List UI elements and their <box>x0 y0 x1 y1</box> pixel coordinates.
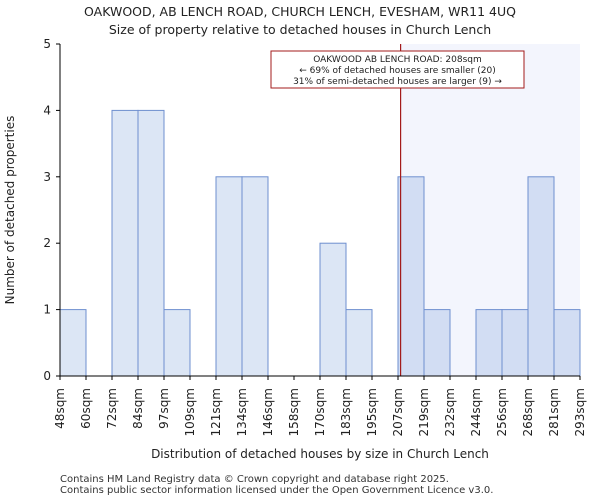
y-tick-label: 3 <box>43 170 51 184</box>
bar-72sqm <box>111 109 139 377</box>
x-tick-label: 84sqm <box>131 388 145 429</box>
x-tick-label: 244sqm <box>469 388 483 436</box>
axes-group: 0 1 2 3 4 5 48sqm 60sqm 72sqm 84sqm 97sqm 109sqm 121… <box>43 37 587 436</box>
x-tick-label: 207sqm <box>391 388 405 436</box>
x-tick-label: 183sqm <box>339 388 353 436</box>
chart-subtitle: Size of property relative to detached ho… <box>108 22 492 37</box>
annotation-line-2: ← 69% of detached houses are smaller (20… <box>299 66 496 76</box>
bar-84sqm <box>137 109 165 377</box>
x-tick-label: 60sqm <box>79 388 93 429</box>
bar-183sqm <box>345 309 373 377</box>
bar-219sqm <box>423 309 451 377</box>
y-axis-label: Number of detached properties <box>3 116 17 305</box>
annotation-line-1: OAKWOOD AB LENCH ROAD: 208sqm <box>313 55 482 65</box>
bar-48sqm <box>59 309 87 377</box>
y-tick-label: 4 <box>43 103 51 117</box>
x-tick-label: 146sqm <box>261 388 275 436</box>
y-tick-label: 5 <box>43 37 51 51</box>
x-tick-label: 232sqm <box>443 388 457 436</box>
y-tick-label: 1 <box>43 303 51 317</box>
bar-256sqm <box>501 309 529 377</box>
x-tick-label: 134sqm <box>235 388 249 436</box>
x-tick-label: 195sqm <box>365 388 379 436</box>
x-tick-label: 158sqm <box>287 388 301 436</box>
bar-134sqm <box>241 176 269 377</box>
footer-copyright: Contains HM Land Registry data © Crown c… <box>60 474 449 485</box>
x-tick-label: 97sqm <box>157 388 171 429</box>
y-tick-label: 0 <box>43 369 51 383</box>
x-axis-label: Distribution of detached houses by size … <box>151 447 489 461</box>
bars-group <box>59 109 581 377</box>
bar-207sqm <box>397 176 425 377</box>
x-tick-label: 256sqm <box>495 388 509 436</box>
x-tick-label: 121sqm <box>209 388 223 436</box>
x-tick-label: 293sqm <box>573 388 587 436</box>
bar-281sqm <box>553 309 581 377</box>
histogram-chart: 0 1 2 3 4 5 48sqm 60sqm 72sqm 84sqm 97sqm 109sqm 121… <box>3 37 587 461</box>
annotation-line-3: 31% of semi-detached houses are larger (… <box>293 77 502 87</box>
bar-170sqm <box>319 242 347 377</box>
x-tick-label: 72sqm <box>105 388 119 429</box>
x-tick-label: 109sqm <box>183 388 197 436</box>
x-tick-label: 281sqm <box>547 388 561 436</box>
x-tick-label: 48sqm <box>53 388 67 429</box>
x-tick-label: 219sqm <box>417 388 431 436</box>
bar-268sqm <box>527 176 555 377</box>
annotation-frame <box>270 50 525 89</box>
chart-title-address: OAKWOOD, AB LENCH ROAD, CHURCH LENCH, EV… <box>84 4 516 19</box>
bar-244sqm <box>475 309 503 377</box>
x-tick-label: 170sqm <box>313 388 327 436</box>
bar-97sqm <box>163 309 191 377</box>
x-tick-label: 268sqm <box>521 388 535 436</box>
y-tick-label: 2 <box>43 236 51 250</box>
annotation-box: OAKWOOD AB LENCH ROAD: 208sqm ← 69% of d… <box>270 50 525 89</box>
footer-licence: Contains public sector information licen… <box>60 485 494 496</box>
bar-121sqm <box>215 176 243 377</box>
